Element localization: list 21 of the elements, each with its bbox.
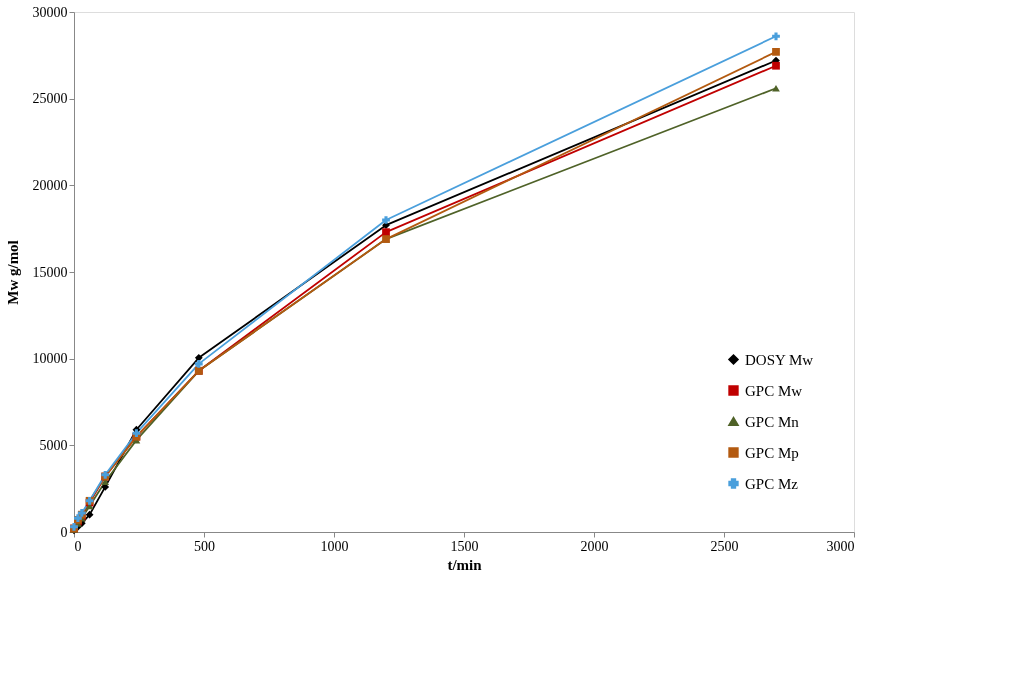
y-tick-label: 20000 <box>32 177 68 193</box>
y-tick-label: 15000 <box>32 264 68 280</box>
y-axis-title: Mw g/mol <box>4 240 21 305</box>
x-tick-label: 0 <box>74 538 82 554</box>
y-tick-label: 10000 <box>32 351 68 367</box>
y-tick-label: 0 <box>60 524 68 540</box>
y-tick-label: 25000 <box>32 91 68 107</box>
y-tick-label: 30000 <box>32 4 68 20</box>
legend-label: GPC Mw <box>745 382 803 399</box>
legend-label: GPC Mp <box>745 444 799 461</box>
legend-label: GPC Mn <box>745 413 800 430</box>
x-tick-label: 2500 <box>710 538 739 554</box>
x-tick-label: 1500 <box>450 538 479 554</box>
x-tick-label: 3000 <box>826 538 855 554</box>
legend-label: GPC Mz <box>745 475 799 492</box>
x-tick-label: 1000 <box>320 538 349 554</box>
legend-label: DOSY Mw <box>745 351 814 368</box>
x-axis-title: t/min <box>447 556 483 573</box>
x-tick-label: 500 <box>194 538 215 554</box>
x-tick-label: 2000 <box>580 538 609 554</box>
y-tick-label: 5000 <box>39 437 68 453</box>
